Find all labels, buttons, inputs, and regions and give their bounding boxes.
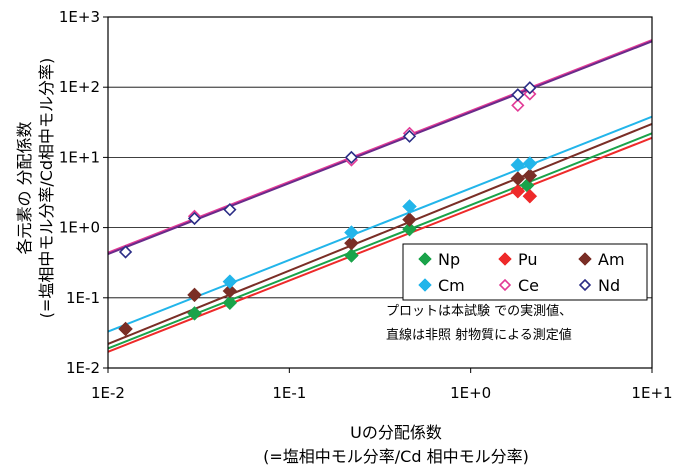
y-axis-title-line-2: (=塩相中モル分率/Cd相中モル分率) <box>37 58 56 319</box>
legend-label-nd: Nd <box>598 276 620 295</box>
y-tick-label: 1E-2 <box>66 359 100 377</box>
fit-line-ce <box>107 39 653 254</box>
x-tick-label: 1E-1 <box>272 384 306 402</box>
legend-marker-cm <box>418 278 432 292</box>
y-tick-label: 1E+0 <box>59 219 100 237</box>
point-ce <box>511 98 525 113</box>
legend-marker-ce <box>498 278 512 292</box>
point-am <box>222 283 238 299</box>
legend-label-cm: Cm <box>438 276 465 295</box>
point-am <box>510 171 526 186</box>
y-tick-label: 1E-1 <box>66 289 100 307</box>
point-nd <box>187 211 202 226</box>
x-axis-title-line-2: (=塩相中モル分率/Cd 相中モル分率) <box>263 447 529 466</box>
legend-marker-np <box>418 252 432 266</box>
point-np <box>187 306 202 321</box>
legend-label-pu: Pu <box>518 250 538 269</box>
point-nd <box>223 203 237 217</box>
point-nd <box>344 150 359 165</box>
y-tick-label: 1E+2 <box>59 78 100 96</box>
point-nd <box>511 88 525 102</box>
point-np <box>222 295 238 311</box>
legend-box <box>402 243 648 301</box>
legend-marker-am <box>578 252 592 266</box>
legend-label-am: Am <box>598 250 625 269</box>
point-am <box>187 287 202 303</box>
point-cm <box>522 156 538 171</box>
data-points <box>118 81 538 337</box>
point-cm <box>510 157 526 173</box>
x-tick-label: 1E-2 <box>91 384 125 402</box>
legend-label-ce: Ce <box>518 276 539 295</box>
y-axis-title-line-1: 各元素の 分配係数 <box>15 121 34 254</box>
x-axis-title-line-1: Uの分配係数 <box>350 423 442 442</box>
point-nd <box>402 129 417 143</box>
note-line-1: プロットは本試験 での実測値、 <box>386 303 572 319</box>
y-tick-label: 1E+1 <box>59 148 100 166</box>
point-cm <box>344 225 359 240</box>
legend: Np Pu Am Cm Ce Nd <box>402 243 648 301</box>
point-pu <box>522 188 538 204</box>
x-tick-label: 1E+0 <box>450 384 491 402</box>
plot-frame <box>107 16 653 369</box>
point-np <box>344 248 359 263</box>
x-tick-label: 1E+1 <box>631 384 672 402</box>
point-np <box>402 221 417 237</box>
fit-line-am <box>107 122 653 345</box>
legend-marker-nd <box>578 278 592 292</box>
point-am <box>344 235 359 251</box>
fit-line-nd <box>107 40 653 255</box>
point-am <box>118 321 133 337</box>
point-nd <box>118 245 133 259</box>
y-tick-label: 1E+3 <box>59 8 100 26</box>
point-am <box>522 168 538 183</box>
point-nd <box>523 81 537 95</box>
legend-label-np: Np <box>438 250 460 269</box>
legend-marker-pu <box>498 252 512 266</box>
point-pu <box>510 183 526 199</box>
note-line-2: 直線は非照 射物質による測定値 <box>386 327 572 343</box>
point-cm <box>402 199 417 214</box>
axis-ticks: 1E-2 1E-1 1E+0 1E+1 1E+2 1E+3 1E-2 1E-1 1E+0 1E+1 <box>59 8 673 402</box>
point-am <box>402 212 417 227</box>
point-cm <box>222 274 238 289</box>
